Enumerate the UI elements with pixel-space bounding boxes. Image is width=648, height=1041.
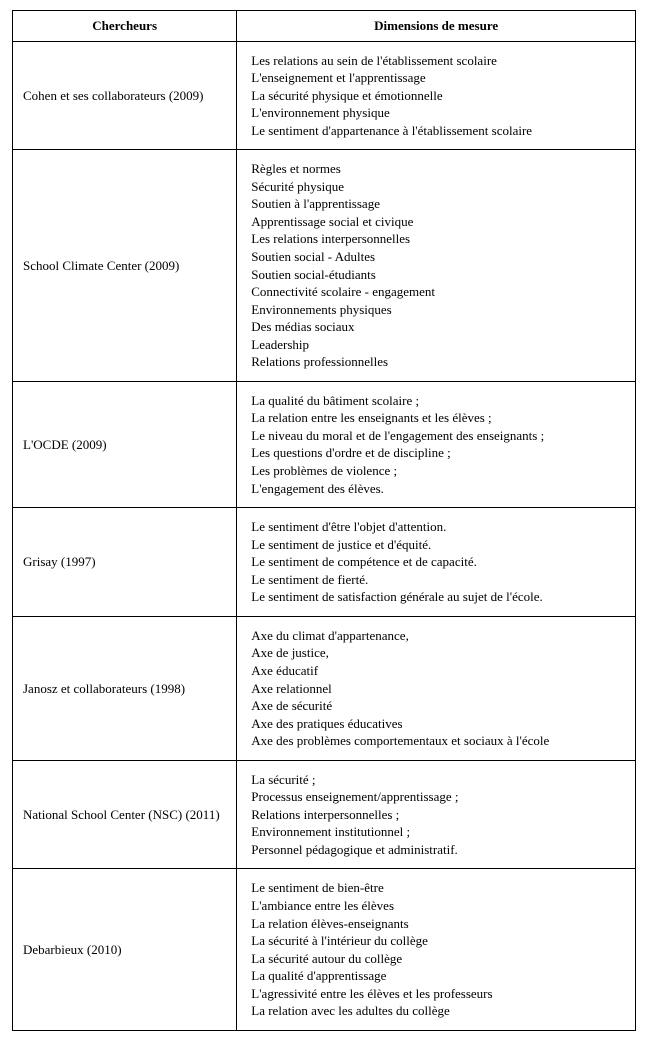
dimension-line: La relation élèves-enseignants [251, 915, 625, 933]
table-row: Cohen et ses collaborateurs (2009) Les r… [13, 41, 636, 150]
dimensions-cell: Règles et normes Sécurité physique Souti… [237, 150, 636, 382]
dimension-line: Soutien à l'apprentissage [251, 195, 625, 213]
dimension-line: Le sentiment de satisfaction générale au… [251, 588, 625, 606]
dimension-line: Le sentiment d'être l'objet d'attention. [251, 518, 625, 536]
table-row: Janosz et collaborateurs (1998) Axe du c… [13, 616, 636, 760]
table-header-row: Chercheurs Dimensions de mesure [13, 11, 636, 42]
table-row: L'OCDE (2009) La qualité du bâtiment sco… [13, 381, 636, 507]
dimensions-cell: Les relations au sein de l'établissement… [237, 41, 636, 150]
dimension-line: Axe de justice, [251, 644, 625, 662]
dimension-line: Axe de sécurité [251, 697, 625, 715]
dimension-line: Axe du climat d'appartenance, [251, 627, 625, 645]
researcher-cell: Grisay (1997) [13, 508, 237, 617]
dimensions-cell: La qualité du bâtiment scolaire ; La rel… [237, 381, 636, 507]
dimension-line: Connectivité scolaire - engagement [251, 283, 625, 301]
dimension-line: Des médias sociaux [251, 318, 625, 336]
dimension-line: Environnements physiques [251, 301, 625, 319]
dimension-line: Le sentiment d'appartenance à l'établiss… [251, 122, 625, 140]
researcher-cell: Cohen et ses collaborateurs (2009) [13, 41, 237, 150]
dimension-line: La sécurité ; [251, 771, 625, 789]
header-researchers: Chercheurs [13, 11, 237, 42]
dimension-line: Le niveau du moral et de l'engagement de… [251, 427, 625, 445]
dimension-line: La qualité du bâtiment scolaire ; [251, 392, 625, 410]
dimension-line: L'environnement physique [251, 104, 625, 122]
dimension-line: Règles et normes [251, 160, 625, 178]
researcher-cell: School Climate Center (2009) [13, 150, 237, 382]
dimension-line: La relation entre les enseignants et les… [251, 409, 625, 427]
dimensions-cell: Axe du climat d'appartenance, Axe de jus… [237, 616, 636, 760]
dimensions-cell: Le sentiment de bien-être L'ambiance ent… [237, 869, 636, 1030]
table-row: Grisay (1997) Le sentiment d'être l'obje… [13, 508, 636, 617]
dimension-line: La sécurité autour du collège [251, 950, 625, 968]
table-row: School Climate Center (2009) Règles et n… [13, 150, 636, 382]
dimension-line: Le sentiment de compétence et de capacit… [251, 553, 625, 571]
dimensions-cell: Le sentiment d'être l'objet d'attention.… [237, 508, 636, 617]
dimension-line: Apprentissage social et civique [251, 213, 625, 231]
dimension-line: Relations interpersonnelles ; [251, 806, 625, 824]
dimension-line: Processus enseignement/apprentissage ; [251, 788, 625, 806]
dimension-line: Axe relationnel [251, 680, 625, 698]
dimension-line: Sécurité physique [251, 178, 625, 196]
dimension-line: L'enseignement et l'apprentissage [251, 69, 625, 87]
dimension-line: Axe des pratiques éducatives [251, 715, 625, 733]
header-dimensions: Dimensions de mesure [237, 11, 636, 42]
dimension-line: Le sentiment de justice et d'équité. [251, 536, 625, 554]
researcher-cell: Debarbieux (2010) [13, 869, 237, 1030]
dimension-line: La sécurité physique et émotionnelle [251, 87, 625, 105]
dimension-line: L'ambiance entre les élèves [251, 897, 625, 915]
dimension-line: L'engagement des élèves. [251, 480, 625, 498]
table-body: Cohen et ses collaborateurs (2009) Les r… [13, 41, 636, 1030]
dimension-line: Les questions d'ordre et de discipline ; [251, 444, 625, 462]
dimension-line: Soutien social-étudiants [251, 266, 625, 284]
table-row: National School Center (NSC) (2011) La s… [13, 760, 636, 869]
dimension-line: Le sentiment de fierté. [251, 571, 625, 589]
dimension-line: Les relations interpersonnelles [251, 230, 625, 248]
dimension-line: La qualité d'apprentissage [251, 967, 625, 985]
dimensions-table: Chercheurs Dimensions de mesure Cohen et… [12, 10, 636, 1031]
dimension-line: Environnement institutionnel ; [251, 823, 625, 841]
dimension-line: Les relations au sein de l'établissement… [251, 52, 625, 70]
dimension-line: La sécurité à l'intérieur du collège [251, 932, 625, 950]
dimension-line: L'agressivité entre les élèves et les pr… [251, 985, 625, 1003]
dimension-line: Soutien social - Adultes [251, 248, 625, 266]
researcher-cell: L'OCDE (2009) [13, 381, 237, 507]
table-row: Debarbieux (2010) Le sentiment de bien-ê… [13, 869, 636, 1030]
dimension-line: Leadership [251, 336, 625, 354]
dimension-line: Les problèmes de violence ; [251, 462, 625, 480]
researcher-cell: National School Center (NSC) (2011) [13, 760, 237, 869]
dimension-line: Axe des problèmes comportementaux et soc… [251, 732, 625, 750]
dimension-line: Axe éducatif [251, 662, 625, 680]
dimension-line: Personnel pédagogique et administratif. [251, 841, 625, 859]
dimension-line: Le sentiment de bien-être [251, 879, 625, 897]
dimension-line: Relations professionnelles [251, 353, 625, 371]
dimensions-cell: La sécurité ; Processus enseignement/app… [237, 760, 636, 869]
dimension-line: La relation avec les adultes du collège [251, 1002, 625, 1020]
researcher-cell: Janosz et collaborateurs (1998) [13, 616, 237, 760]
